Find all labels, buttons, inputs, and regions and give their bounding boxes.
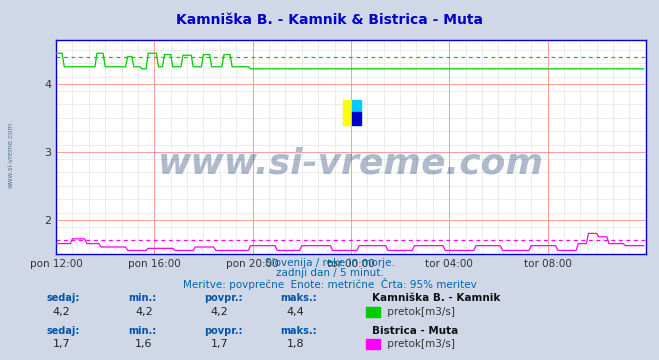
Text: povpr.:: povpr.: (204, 326, 243, 336)
Text: zadnji dan / 5 minut.: zadnji dan / 5 minut. (275, 268, 384, 278)
Text: povpr.:: povpr.: (204, 293, 243, 303)
Text: 4,2: 4,2 (211, 307, 229, 317)
Text: Bistrica - Muta: Bistrica - Muta (372, 326, 459, 336)
Text: pretok[m3/s]: pretok[m3/s] (384, 307, 455, 317)
Text: Kamniška B. - Kamnik: Kamniška B. - Kamnik (372, 293, 501, 303)
Text: 4,2: 4,2 (53, 307, 71, 317)
Text: maks.:: maks.: (280, 293, 317, 303)
Text: 1,7: 1,7 (211, 339, 229, 349)
Text: www.si-vreme.com: www.si-vreme.com (8, 122, 14, 188)
Text: 1,7: 1,7 (53, 339, 71, 349)
Text: www.si-vreme.com: www.si-vreme.com (158, 147, 544, 181)
Bar (343, 100, 352, 125)
Text: 1,8: 1,8 (287, 339, 304, 349)
Bar (352, 100, 361, 112)
Text: min.:: min.: (129, 293, 157, 303)
Text: maks.:: maks.: (280, 326, 317, 336)
Text: pretok[m3/s]: pretok[m3/s] (384, 339, 455, 349)
Text: sedaj:: sedaj: (46, 326, 80, 336)
Text: sedaj:: sedaj: (46, 293, 80, 303)
Text: 1,6: 1,6 (135, 339, 153, 349)
Text: Slovenija / reke in morje.: Slovenija / reke in morje. (264, 258, 395, 268)
Text: Meritve: povprečne  Enote: metrične  Črta: 95% meritev: Meritve: povprečne Enote: metrične Črta:… (183, 278, 476, 290)
Text: 4,2: 4,2 (135, 307, 153, 317)
Bar (352, 112, 361, 125)
Text: 4,4: 4,4 (287, 307, 304, 317)
Text: Kamniška B. - Kamnik & Bistrica - Muta: Kamniška B. - Kamnik & Bistrica - Muta (176, 13, 483, 27)
Text: min.:: min.: (129, 326, 157, 336)
